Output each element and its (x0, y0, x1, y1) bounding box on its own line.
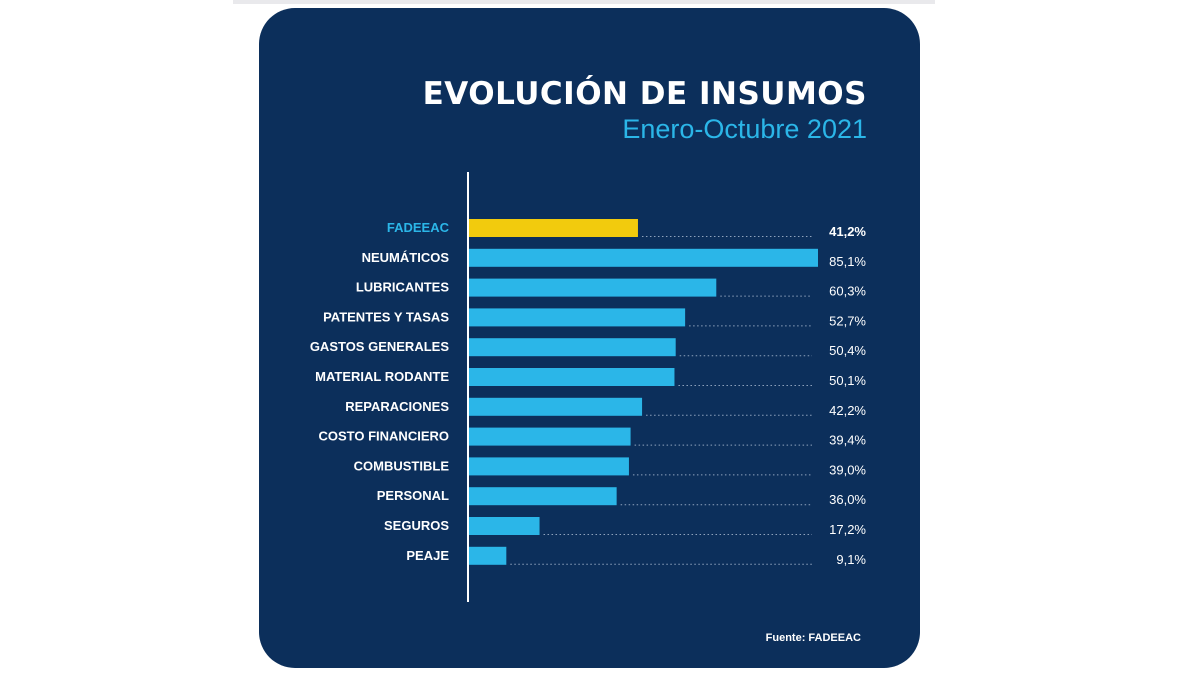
value-label: 36,0% (829, 492, 866, 507)
bar (469, 368, 675, 386)
bar (469, 457, 629, 476)
value-label: 42,2% (829, 403, 866, 418)
bar (469, 517, 540, 535)
value-label: 39,0% (829, 462, 866, 477)
chart-title: EVOLUCIÓN DE INSUMOS (422, 76, 867, 112)
value-label: 85,1% (829, 254, 866, 269)
bar (469, 427, 631, 446)
bar (469, 546, 507, 565)
category-label: PATENTES Y TASAS (323, 309, 449, 324)
bar (469, 397, 643, 416)
value-label: 39,4% (829, 433, 866, 448)
category-label: LUBRICANTES (356, 280, 449, 295)
category-label: NEUMÁTICOS (362, 250, 450, 265)
bar (469, 278, 717, 297)
value-label: 17,2% (829, 522, 866, 537)
category-label: GASTOS GENERALES (310, 339, 450, 354)
bar (469, 487, 617, 506)
top-divider (233, 0, 935, 4)
category-label: SEGUROS (384, 518, 449, 533)
category-label: COSTO FINANCIERO (319, 429, 450, 444)
value-label: 52,7% (829, 313, 866, 328)
bar (469, 308, 686, 327)
category-label: PERSONAL (377, 488, 449, 503)
bar (469, 219, 638, 237)
category-label: COMBUSTIBLE (354, 458, 450, 473)
source-note: Fuente: FADEEAC (765, 632, 861, 644)
category-label: MATERIAL RODANTE (315, 369, 449, 384)
infographic-card: EVOLUCIÓN DE INSUMOS Enero-Octubre 2021 … (259, 8, 920, 668)
value-label: 41,2% (829, 224, 866, 239)
chart-subtitle: Enero-Octubre 2021 (622, 114, 867, 144)
category-label: PEAJE (406, 548, 449, 563)
value-label: 50,4% (829, 343, 866, 358)
bar (469, 248, 818, 267)
category-label: REPARACIONES (345, 399, 449, 414)
bar (469, 338, 676, 357)
category-label: FADEEAC (387, 220, 450, 235)
value-label: 60,3% (829, 284, 866, 299)
value-label: 9,1% (836, 552, 866, 567)
value-label: 50,1% (829, 373, 866, 388)
